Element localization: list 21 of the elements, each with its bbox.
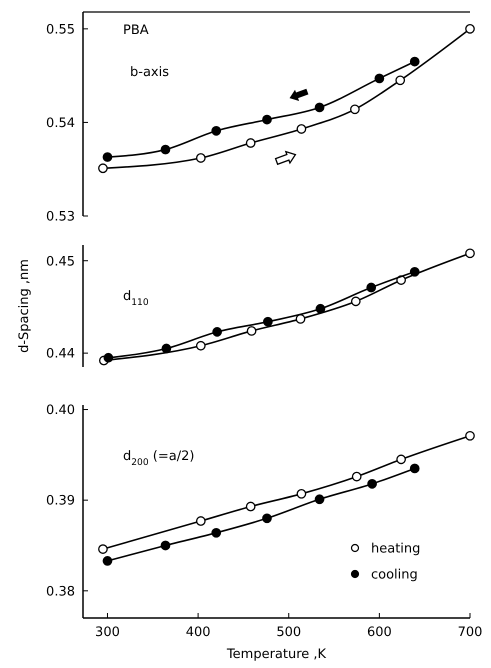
y-tick-label: 0.44 bbox=[46, 346, 75, 362]
x-tick-label: 400 bbox=[186, 625, 211, 640]
y-tick-label: 0.55 bbox=[46, 22, 75, 38]
y-tick-label: 0.39 bbox=[46, 494, 75, 509]
x-tick-label: 500 bbox=[276, 625, 302, 640]
annotation: d$_{110}$ bbox=[123, 289, 149, 308]
annotation: PBA bbox=[123, 23, 149, 38]
legend-label: heating bbox=[371, 542, 420, 557]
x-tick-label: 300 bbox=[95, 625, 120, 640]
y-tick-label: 0.53 bbox=[46, 210, 75, 225]
x-axis-title: Temperature ,K bbox=[226, 647, 327, 662]
y-tick-label: 0.40 bbox=[46, 403, 75, 418]
x-tick-label: 600 bbox=[366, 625, 392, 640]
y-tick-label: 0.38 bbox=[46, 584, 75, 600]
y-tick-label: 0.45 bbox=[46, 254, 75, 270]
annotation: d$_{200}$ (=a/2) bbox=[123, 449, 194, 468]
legend-label: cooling bbox=[371, 568, 418, 583]
y-axis-title: d-Spacing ,nm bbox=[17, 259, 32, 353]
x-tick-label: 700 bbox=[458, 625, 482, 640]
annotation: b-axis bbox=[130, 65, 170, 80]
y-tick-label: 0.54 bbox=[46, 116, 75, 131]
